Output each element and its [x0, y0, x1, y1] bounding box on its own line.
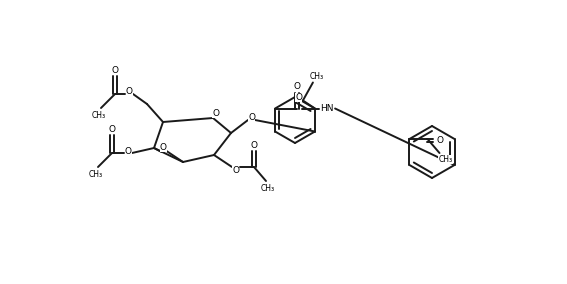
Text: O: O	[437, 135, 444, 145]
Text: O: O	[160, 143, 167, 151]
Text: CH₃: CH₃	[92, 110, 106, 120]
Text: O: O	[248, 112, 256, 122]
Text: CH₃: CH₃	[438, 154, 452, 164]
Text: CH₃: CH₃	[310, 72, 324, 81]
Text: O: O	[251, 141, 257, 149]
Text: O: O	[213, 108, 219, 118]
Text: O: O	[112, 66, 119, 74]
Text: O: O	[294, 82, 301, 91]
Text: HN: HN	[320, 104, 334, 113]
Text: CH₃: CH₃	[89, 170, 103, 179]
Text: O: O	[108, 124, 116, 133]
Text: O: O	[232, 166, 239, 174]
Text: O: O	[125, 147, 132, 156]
Text: O: O	[125, 87, 133, 95]
Text: O: O	[295, 93, 302, 102]
Text: CH₃: CH₃	[261, 183, 275, 193]
